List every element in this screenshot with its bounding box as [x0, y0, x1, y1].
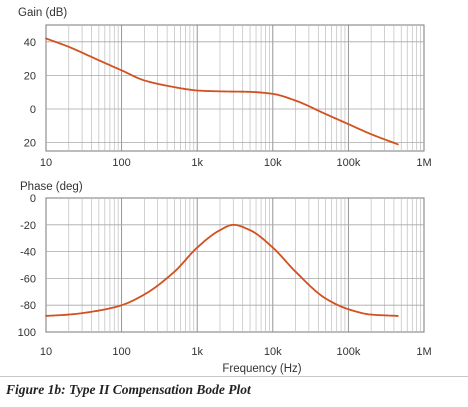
y-tick-label: -60	[20, 273, 36, 285]
y-tick-label: 40	[24, 37, 36, 49]
x-tick-label: 100k	[336, 346, 360, 358]
y-tick-label: 0	[30, 104, 36, 116]
phase-plot-frame	[45, 197, 425, 333]
phase-axis-title: Phase (deg)	[20, 181, 83, 193]
gain-axis-title: Gain (dB)	[18, 7, 67, 19]
x-tick-label: 10	[40, 157, 52, 169]
gain-series-line	[45, 37, 399, 146]
x-tick-label: 100	[112, 346, 130, 358]
x-tick-label: 10k	[264, 157, 282, 169]
x-tick-label: 1k	[191, 346, 203, 358]
gain-plot-frame	[45, 24, 425, 152]
gain-plot: Gain (dB) 40 20 0 20 10 100 1k 10k 100k 1M	[18, 7, 432, 169]
x-tick-label: 1k	[191, 157, 203, 169]
frequency-axis-title: Frequency (Hz)	[222, 363, 301, 375]
y-tick-label: 20	[24, 70, 36, 82]
phase-x-tick-labels: 10 100 1k 10k 100k 1M	[40, 346, 432, 358]
y-tick-label: 100	[18, 327, 36, 339]
gain-x-tick-labels: 10 100 1k 10k 100k 1M	[40, 157, 432, 169]
phase-series-line	[45, 223, 399, 317]
phase-y-tick-labels: 0 -20 -40 -60 -80 100	[18, 193, 36, 339]
gain-y-tick-labels: 40 20 0 20	[24, 37, 36, 150]
x-tick-label: 10k	[264, 346, 282, 358]
figure-caption: Figure 1b: Type II Compensation Bode Plo…	[6, 382, 251, 397]
x-tick-label: 100	[112, 157, 130, 169]
y-tick-label: -80	[20, 300, 36, 312]
x-tick-label: 10	[40, 346, 52, 358]
x-tick-label: 1M	[416, 157, 431, 169]
x-tick-label: 1M	[416, 346, 431, 358]
y-tick-label: -40	[20, 247, 36, 259]
caption-divider	[0, 376, 468, 377]
y-tick-label: 20	[24, 138, 36, 150]
y-tick-label: 0	[30, 193, 36, 205]
x-tick-label: 100k	[336, 157, 360, 169]
phase-grid	[46, 198, 424, 332]
y-tick-label: -20	[20, 220, 36, 232]
